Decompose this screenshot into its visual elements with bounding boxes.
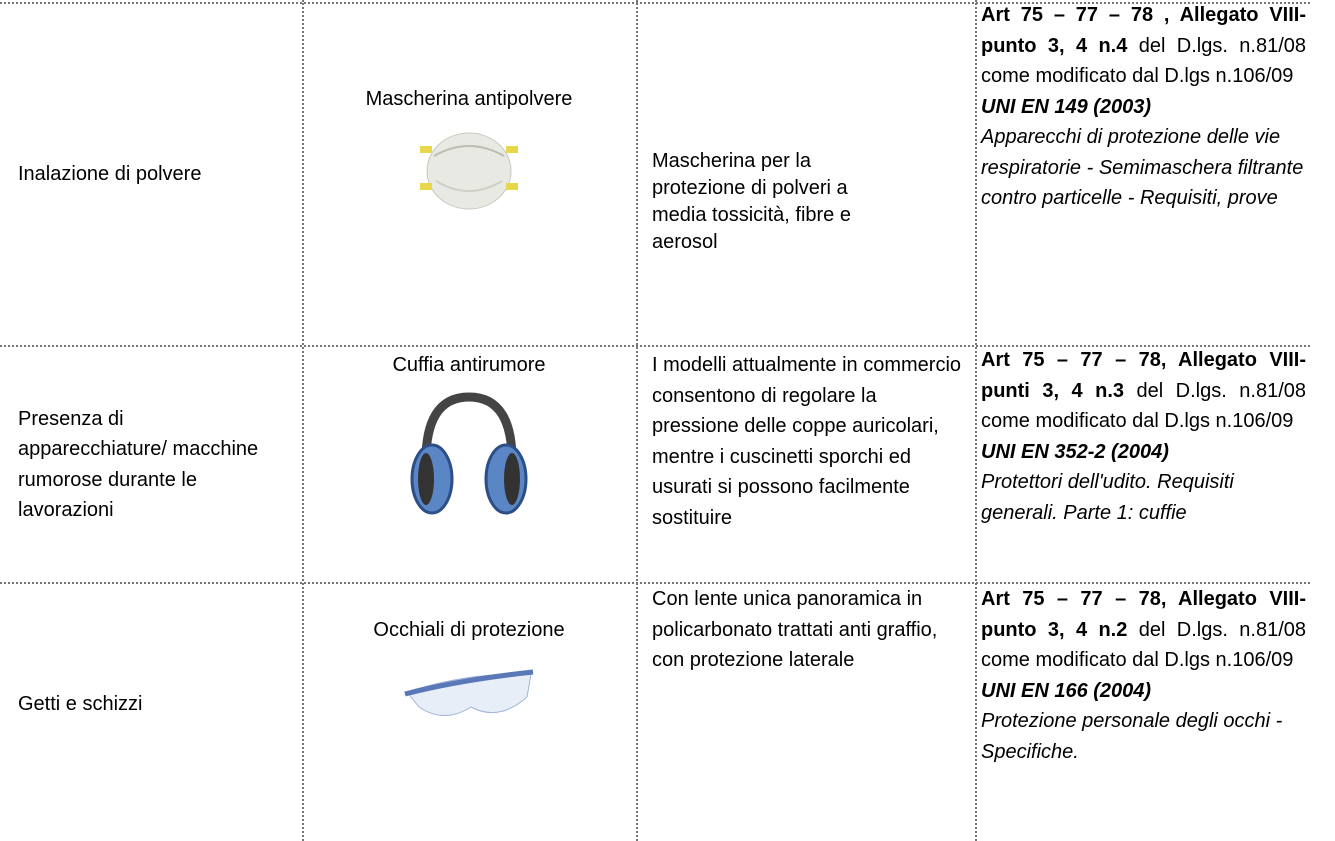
row-border — [0, 345, 1310, 347]
description-cell: I modelli attualmente in commercio conse… — [636, 350, 975, 533]
standard: UNI EN 149 (2003) — [981, 95, 1152, 118]
legal-reference: Art 75 – 77 – 78, Allegato VIII-punto 3,… — [981, 588, 1306, 641]
dpi-cell: Mascherina antipolvere — [302, 84, 636, 216]
standard-title: Apparecchi di protezione delle vie respi… — [981, 126, 1304, 209]
description: Con lente unica panoramica in policarbon… — [652, 588, 938, 671]
norm-cell: Art 75 – 77 – 78, Allegato VIII-punto 3,… — [975, 584, 1310, 767]
legal-reference: Art 75 – 77 – 78, Allegato VIII-punti 3,… — [981, 349, 1306, 402]
standard-title: Protettori dell'udito. Requisiti general… — [981, 471, 1234, 524]
description: Mascherina per la protezione di polveri … — [652, 150, 851, 253]
dpi-cell: Occhiali di protezione — [302, 615, 636, 732]
legal-text: del D.lgs. n.81/08 come modificato dal D… — [981, 379, 1306, 433]
standard-title: Protezione personale degli occhi - Speci… — [981, 710, 1283, 763]
standard: UNI EN 352-2 (2004) — [981, 440, 1169, 463]
column-border — [302, 0, 304, 841]
description-cell: Con lente unica panoramica in policarbon… — [636, 584, 975, 676]
dpi-name: Occhiali di protezione — [373, 619, 565, 641]
row-border — [0, 582, 1310, 584]
mask-image — [420, 132, 518, 209]
norm-cell: Art 75 – 77 – 78, Allegato VIII-punti 3,… — [975, 345, 1310, 528]
glasses-image — [404, 669, 534, 716]
column-border — [636, 0, 638, 841]
risk: Inalazione di polvere — [18, 163, 202, 186]
row-border — [0, 2, 1310, 4]
risk-cell: Presenza di apparecchiature/ macchine ru… — [0, 347, 302, 582]
description-cell: Mascherina per la protezione di polveri … — [636, 148, 975, 256]
legal-reference: Art 75 – 77 – 78 , Allegato VIII-punto 3… — [981, 4, 1306, 57]
description: I modelli attualmente in commercio conse… — [652, 354, 962, 529]
standard: UNI EN 166 (2004) — [981, 679, 1152, 702]
dpi-cell: Cuffia antirumore — [302, 350, 636, 527]
dpi-name: Mascherina antipolvere — [365, 88, 573, 110]
risk: Getti e schizzi — [18, 692, 143, 715]
risk: Presenza di apparecchiature/ macchine ru… — [18, 407, 259, 522]
dpi-name: Cuffia antirumore — [392, 354, 546, 376]
norm-cell: Art 75 – 77 – 78 , Allegato VIII-punto 3… — [975, 0, 1310, 214]
legal-text: del D.lgs. n.81/08 come modificato dal D… — [981, 618, 1306, 672]
risk-cell: Inalazione di polvere — [0, 4, 302, 345]
earmuff-image — [410, 391, 528, 514]
risk-cell: Getti e schizzi — [0, 584, 302, 824]
legal-text: del D.lgs. n.81/08 come modificato dal D… — [981, 34, 1306, 88]
column-border — [975, 0, 977, 841]
